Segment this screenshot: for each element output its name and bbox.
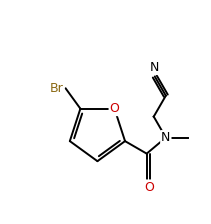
Text: O: O [145,181,154,194]
Text: N: N [150,61,160,74]
Text: Br: Br [50,82,64,95]
Text: O: O [110,102,119,115]
Text: N: N [161,131,170,144]
